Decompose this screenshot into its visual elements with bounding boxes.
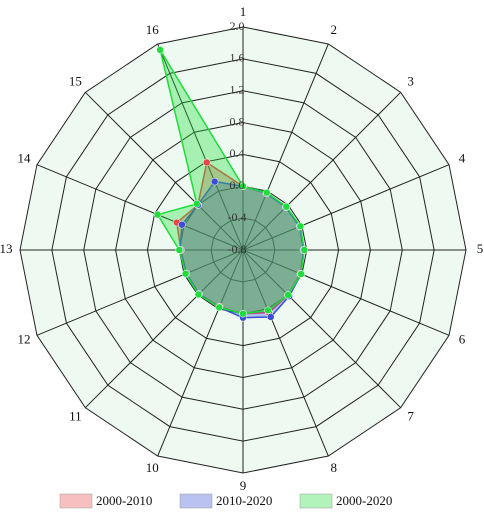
r-tick-label: 1.2 (230, 82, 245, 96)
data-point (300, 246, 309, 254)
spoke (242, 91, 402, 251)
r-tick-label: 2.0 (230, 19, 245, 33)
legend-label: 2000-2010 (96, 493, 152, 508)
category-label: 8 (330, 460, 337, 475)
data-point (178, 220, 186, 229)
category-label: 10 (146, 460, 159, 475)
spoke (84, 91, 244, 251)
category-label: 2 (330, 22, 337, 37)
data-point (263, 188, 271, 197)
data-point (194, 290, 203, 299)
spoke (242, 249, 402, 409)
data-point (284, 291, 292, 299)
category-label: 11 (69, 409, 82, 424)
data-point (239, 309, 247, 318)
data-point (175, 246, 184, 254)
category-label: 7 (407, 409, 414, 424)
spoke (157, 249, 244, 457)
data-point (266, 313, 275, 321)
category-label: 16 (146, 22, 160, 37)
category-label: 3 (407, 73, 414, 88)
legend-swatch (299, 493, 333, 509)
legend-swatch (179, 493, 213, 509)
r-tick-label: -0.8 (228, 242, 247, 256)
spoke (242, 164, 450, 251)
category-label: 5 (477, 241, 484, 256)
spoke (36, 249, 244, 336)
category-label: 9 (240, 478, 247, 493)
r-tick-label: 0.8 (230, 114, 245, 128)
spoke (242, 249, 329, 457)
data-point (264, 306, 272, 315)
data-point (156, 46, 164, 54)
data-point (282, 202, 291, 211)
category-label: 6 (459, 332, 466, 347)
category-label: 4 (459, 150, 466, 165)
legend-swatch (59, 493, 93, 509)
data-point (215, 303, 223, 312)
spoke (242, 249, 450, 336)
spoke (242, 43, 329, 251)
spoke (36, 164, 244, 251)
category-label: 13 (0, 241, 13, 256)
category-label: 12 (18, 332, 31, 347)
category-label: 14 (18, 150, 32, 165)
r-tick-label: 0.0 (230, 178, 245, 192)
category-label: 1 (240, 4, 247, 19)
data-point (181, 270, 190, 278)
data-point (239, 182, 247, 191)
data-point (297, 270, 305, 278)
spoke (84, 249, 244, 409)
category-label: 15 (69, 73, 82, 88)
r-tick-label: 1.6 (230, 51, 245, 65)
spoke (157, 43, 244, 251)
r-tick-label: -0.4 (228, 210, 247, 224)
legend-label: 2000-2020 (336, 493, 392, 508)
data-point (193, 200, 201, 208)
data-point (153, 210, 162, 219)
data-point (296, 222, 305, 230)
data-point (202, 158, 211, 167)
legend-label: 2010-2020 (216, 493, 272, 508)
r-tick-label: 0.4 (230, 146, 245, 160)
data-point (210, 177, 219, 186)
